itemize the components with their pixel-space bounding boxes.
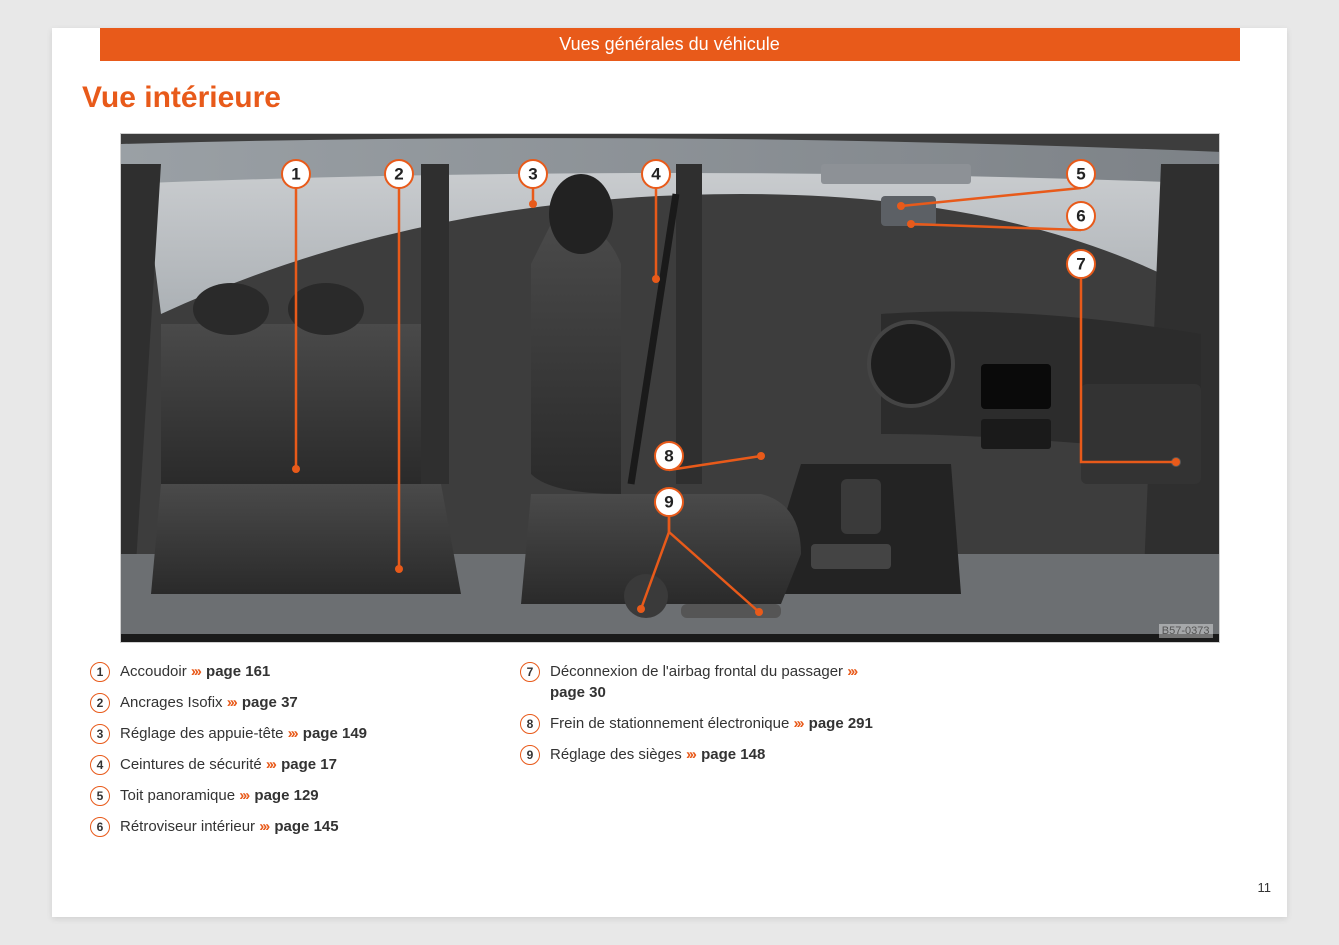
- interior-figure: 1 2 3 4 5 6 7 8 9 B57-0373: [120, 133, 1220, 643]
- callout-num-7: 7: [1076, 255, 1085, 274]
- section-title: Vue intérieure: [82, 81, 1257, 115]
- legend-col-right: 7 Déconnexion de l'airbag frontal du pass…: [520, 661, 890, 847]
- callout-num-1: 1: [291, 165, 300, 184]
- legend-item-1: 1 Accoudoir ››› page 161: [90, 661, 460, 682]
- legend-num-2: 2: [90, 693, 110, 713]
- callout-num-4: 4: [651, 165, 661, 184]
- callout-num-6: 6: [1076, 207, 1085, 226]
- legend-text-9: Réglage des sièges ››› page 148: [550, 744, 765, 765]
- legend-text-7: Déconnexion de l'airbag frontal du passa…: [550, 661, 890, 703]
- legend: 1 Accoudoir ››› page 161 2 Ancrages Isofix …: [82, 661, 1257, 847]
- page-ref-4: page 17: [281, 756, 337, 773]
- page-ref-9: page 148: [701, 746, 765, 763]
- chevrons-icon: ›››: [847, 663, 856, 680]
- page-ref-2: page 37: [242, 694, 298, 711]
- page-ref-3: page 149: [303, 725, 367, 742]
- callout-num-3: 3: [528, 165, 537, 184]
- legend-num-3: 3: [90, 724, 110, 744]
- chevrons-icon: ›››: [266, 756, 275, 773]
- header-bar: Vues générales du véhicule: [100, 28, 1240, 61]
- callout-num-2: 2: [394, 165, 403, 184]
- legend-text-6: Rétroviseur intérieur ››› page 145: [120, 816, 339, 837]
- legend-num-7: 7: [520, 662, 540, 682]
- legend-num-9: 9: [520, 745, 540, 765]
- header-title: Vues générales du véhicule: [559, 34, 779, 54]
- legend-num-5: 5: [90, 786, 110, 806]
- legend-text-1: Accoudoir ››› page 161: [120, 661, 270, 682]
- legend-text-3: Réglage des appuie-tête ››› page 149: [120, 723, 367, 744]
- legend-num-4: 4: [90, 755, 110, 775]
- legend-text-2: Ancrages Isofix ››› page 37: [120, 692, 298, 713]
- legend-item-5: 5 Toit panoramique ››› page 129: [90, 785, 460, 806]
- legend-item-9: 9 Réglage des sièges ››› page 148: [520, 744, 890, 765]
- chevrons-icon: ›››: [227, 694, 236, 711]
- content-area: Vue intérieure: [52, 61, 1287, 847]
- legend-num-8: 8: [520, 714, 540, 734]
- page-ref-6: page 145: [274, 818, 338, 835]
- page-number: 11: [1258, 880, 1272, 895]
- legend-num-6: 6: [90, 817, 110, 837]
- legend-item-2: 2 Ancrages Isofix ››› page 37: [90, 692, 460, 713]
- page-ref-5: page 129: [254, 787, 318, 804]
- callout-num-8: 8: [664, 447, 673, 466]
- chevrons-icon: ›››: [239, 787, 248, 804]
- legend-item-4: 4 Ceintures de sécurité ››› page 17: [90, 754, 460, 775]
- chevrons-icon: ›››: [686, 746, 695, 763]
- callout-num-9: 9: [664, 493, 673, 512]
- callout-num-5: 5: [1076, 165, 1085, 184]
- chevrons-icon: ›››: [288, 725, 297, 742]
- page-ref-7: page 30: [550, 684, 606, 701]
- manual-page: Vues générales du véhicule Vue intérieur…: [52, 28, 1287, 917]
- figure-svg: 1 2 3 4 5 6 7 8 9: [121, 134, 1220, 643]
- legend-item-7: 7 Déconnexion de l'airbag frontal du pass…: [520, 661, 890, 703]
- legend-text-8: Frein de stationnement électronique ››› …: [550, 713, 873, 734]
- page-ref-8: page 291: [809, 715, 873, 732]
- legend-item-3: 3 Réglage des appuie-tête ››› page 149: [90, 723, 460, 744]
- legend-item-6: 6 Rétroviseur intérieur ››› page 145: [90, 816, 460, 837]
- chevrons-icon: ›››: [259, 818, 268, 835]
- figure-id: B57-0373: [1159, 624, 1213, 638]
- legend-num-1: 1: [90, 662, 110, 682]
- chevrons-icon: ›››: [191, 663, 200, 680]
- legend-item-8: 8 Frein de stationnement électronique ›››…: [520, 713, 890, 734]
- legend-text-4: Ceintures de sécurité ››› page 17: [120, 754, 337, 775]
- legend-text-5: Toit panoramique ››› page 129: [120, 785, 319, 806]
- page-ref-1: page 161: [206, 663, 270, 680]
- chevrons-icon: ›››: [793, 715, 802, 732]
- legend-col-left: 1 Accoudoir ››› page 161 2 Ancrages Isofix …: [90, 661, 460, 847]
